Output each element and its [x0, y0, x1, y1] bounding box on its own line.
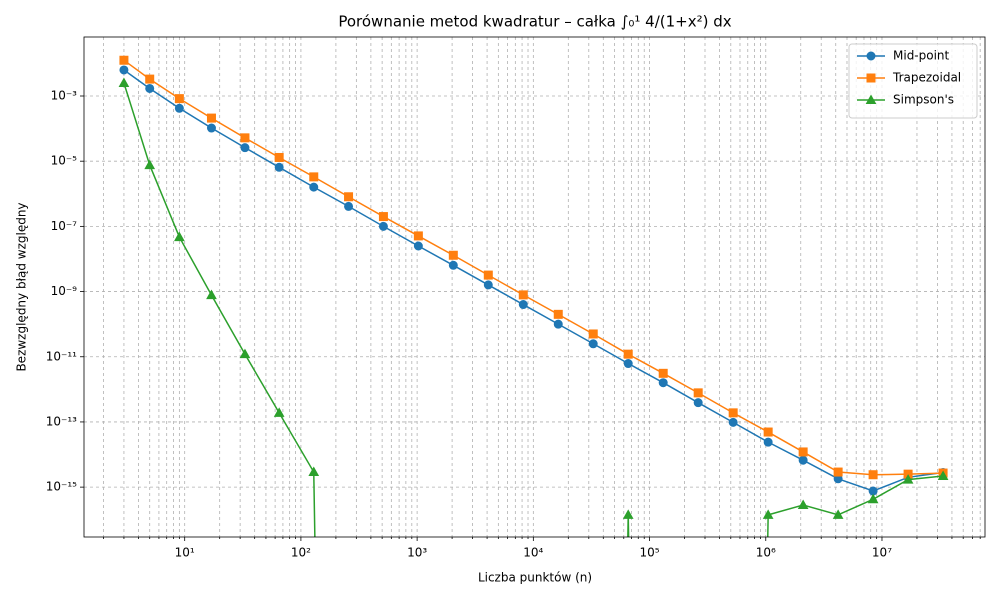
marker — [145, 83, 155, 93]
marker — [483, 280, 493, 290]
marker — [240, 133, 250, 143]
marker — [623, 359, 633, 369]
x-tick-label: 10² — [291, 546, 311, 560]
marker — [693, 388, 703, 398]
marker — [693, 398, 703, 408]
legend-label: Simpson's — [893, 93, 954, 107]
marker — [763, 437, 773, 447]
y-tick-label: 10⁻¹¹ — [46, 349, 77, 363]
marker — [378, 212, 388, 222]
marker — [833, 467, 843, 477]
marker — [902, 474, 914, 484]
marker — [588, 329, 598, 339]
marker — [274, 162, 284, 172]
grid — [80, 37, 985, 541]
marker — [483, 270, 493, 280]
marker — [832, 509, 844, 519]
marker — [448, 250, 458, 260]
y-tick-label: 10⁻⁹ — [51, 284, 78, 298]
x-tick-label: 10⁷ — [872, 546, 892, 560]
marker — [658, 378, 668, 388]
legend-marker — [866, 51, 876, 61]
marker — [309, 172, 319, 182]
marker — [798, 447, 808, 457]
marker — [937, 470, 949, 480]
marker — [728, 408, 738, 418]
marker — [144, 159, 156, 170]
marker — [762, 509, 774, 519]
marker — [518, 290, 528, 300]
marker — [119, 65, 129, 75]
y-tick-label: 10⁻¹⁵ — [46, 480, 77, 494]
marker — [622, 509, 634, 519]
marker — [174, 94, 184, 104]
marker — [658, 368, 668, 378]
marker — [145, 74, 155, 84]
marker — [240, 143, 250, 153]
marker — [588, 339, 598, 349]
marker — [274, 152, 284, 162]
legend-marker — [865, 94, 877, 104]
marker — [763, 427, 773, 437]
legend-label: Trapezoidal — [892, 71, 961, 85]
marker — [867, 493, 879, 504]
marker — [798, 455, 808, 465]
x-axis-label: Liczba punktów (n) — [478, 571, 592, 585]
marker — [797, 499, 809, 509]
x-tick-label: 10³ — [407, 546, 427, 560]
y-tick-label: 10⁻³ — [51, 89, 78, 103]
legend-marker — [866, 73, 876, 83]
legend-label: Mid-point — [893, 49, 950, 63]
x-tick-label: 10⁴ — [523, 546, 543, 560]
marker — [308, 466, 320, 477]
marker — [378, 221, 388, 231]
marker — [413, 241, 423, 251]
marker — [206, 289, 217, 300]
series-line — [123, 82, 944, 537]
marker — [553, 309, 563, 319]
y-tick-label: 10⁻⁷ — [51, 219, 78, 233]
x-tick-label: 10⁵ — [640, 546, 660, 560]
plot-frame — [83, 36, 986, 538]
marker — [174, 231, 185, 242]
marker — [309, 182, 319, 192]
marker — [413, 231, 423, 241]
marker — [553, 319, 563, 329]
marker — [206, 113, 216, 123]
marker — [119, 55, 129, 65]
marker — [174, 103, 184, 113]
y-tick-label: 10⁻¹³ — [46, 414, 77, 428]
x-tick-label: 10⁶ — [756, 546, 776, 560]
chart-title: Porównanie metod kwadratur – całka ∫₀¹ 4… — [338, 13, 731, 31]
marker — [118, 77, 130, 88]
marker — [623, 349, 633, 359]
y-tick-label: 10⁻⁵ — [51, 154, 78, 168]
marker — [273, 407, 285, 417]
y-axis-label: Bezwzględny błąd względny — [15, 202, 29, 371]
marker — [868, 470, 878, 480]
plot-area — [118, 55, 949, 537]
marker — [206, 123, 216, 133]
marker — [239, 348, 251, 359]
marker — [344, 201, 354, 211]
marker — [448, 260, 458, 270]
marker — [518, 300, 528, 310]
legend: Mid-point Trapezoidal Simpson's — [848, 43, 978, 119]
marker — [728, 417, 738, 427]
x-tick-label: 10¹ — [175, 546, 195, 560]
marker — [344, 192, 354, 202]
